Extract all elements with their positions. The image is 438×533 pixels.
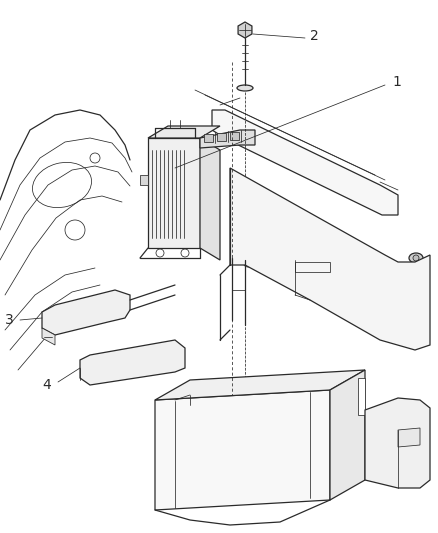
Polygon shape xyxy=(200,138,220,260)
Polygon shape xyxy=(330,370,365,500)
Polygon shape xyxy=(148,138,200,248)
Polygon shape xyxy=(148,126,220,138)
Polygon shape xyxy=(212,110,398,215)
Ellipse shape xyxy=(237,85,253,91)
Polygon shape xyxy=(80,340,185,385)
Polygon shape xyxy=(230,168,430,350)
Polygon shape xyxy=(358,378,365,415)
Ellipse shape xyxy=(43,332,53,338)
Polygon shape xyxy=(42,290,130,335)
Polygon shape xyxy=(200,130,255,148)
Polygon shape xyxy=(230,132,239,140)
Circle shape xyxy=(413,255,419,261)
Text: 2: 2 xyxy=(310,29,319,43)
Ellipse shape xyxy=(409,253,423,263)
Polygon shape xyxy=(365,398,430,488)
Text: 4: 4 xyxy=(42,378,51,392)
Polygon shape xyxy=(217,133,226,141)
Polygon shape xyxy=(155,390,330,510)
Polygon shape xyxy=(238,22,252,38)
Text: 3: 3 xyxy=(5,313,14,327)
Ellipse shape xyxy=(163,364,173,370)
Ellipse shape xyxy=(90,372,100,378)
Text: 1: 1 xyxy=(392,75,401,89)
Polygon shape xyxy=(204,134,213,142)
Polygon shape xyxy=(42,328,55,345)
Polygon shape xyxy=(155,370,365,400)
Polygon shape xyxy=(398,428,420,447)
Polygon shape xyxy=(140,175,148,185)
